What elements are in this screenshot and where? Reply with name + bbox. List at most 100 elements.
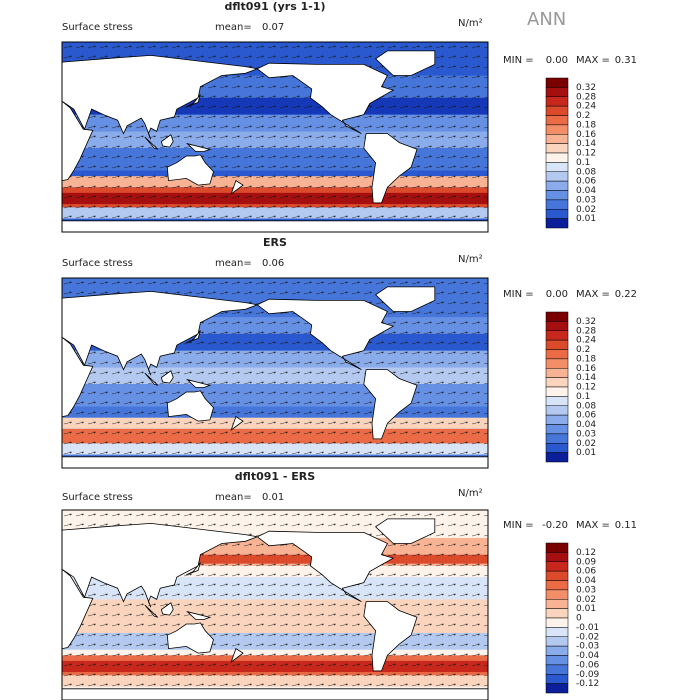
colorbar-box	[545, 433, 569, 444]
panel: dflt091 (yrs 1-1) Surface stress mean= 0.07…	[61, 0, 637, 233]
colorbar-label: -0.03	[576, 642, 599, 652]
units: N/m²	[458, 488, 483, 499]
land	[62, 54, 259, 140]
land	[144, 372, 159, 386]
land	[160, 602, 174, 616]
colorbar-box	[545, 349, 569, 360]
colorbar-box	[545, 589, 569, 600]
colorbar-box	[545, 570, 569, 581]
colorbar-label: 0.03	[576, 585, 596, 595]
colorbar-box	[545, 321, 569, 331]
min-label: MIN =	[503, 289, 534, 300]
colorbar-label: 0.08	[576, 167, 596, 177]
map-frame	[61, 277, 489, 469]
mean-value: 0.07	[262, 22, 284, 33]
colorbar-box	[545, 396, 569, 406]
max-value: 0.11	[615, 520, 637, 531]
min-value: 0.00	[546, 55, 568, 66]
colorbar-label: -0.06	[576, 660, 600, 670]
land	[374, 286, 436, 312]
max-value: 0.31	[615, 55, 637, 66]
max-label: MAX =	[576, 520, 610, 531]
colorbar-box	[545, 561, 569, 572]
colorbar-label: 0.28	[576, 92, 596, 102]
colorbar-label: 0.06	[576, 567, 596, 577]
panel-title: ERS	[263, 236, 287, 249]
colorbar-box	[545, 452, 569, 463]
colorbar-label: 0.16	[576, 364, 596, 374]
colorbar-box	[545, 424, 569, 435]
colorbar-label: 0.32	[576, 317, 596, 327]
land	[166, 622, 214, 654]
max-label: MAX =	[576, 289, 610, 300]
land	[62, 568, 94, 650]
colorbar-box	[545, 105, 569, 116]
subtitle: Surface stress	[62, 22, 133, 33]
land	[144, 136, 159, 150]
colorbar-box	[545, 87, 569, 97]
land	[62, 290, 259, 376]
land	[256, 298, 395, 370]
colorbar-label: -0.02	[576, 632, 599, 642]
colorbar-label: 0.24	[576, 336, 596, 346]
colorbar-label: 0.2	[576, 345, 590, 355]
subtitle: Surface stress	[62, 258, 133, 269]
colorbar-label: 0.01	[576, 214, 596, 224]
land	[230, 415, 244, 432]
colorbar-box	[545, 152, 569, 163]
colorbar-label: 0.1	[576, 392, 590, 402]
colorbar-box	[545, 115, 569, 126]
colorbar-box	[545, 617, 569, 628]
map	[62, 278, 488, 468]
colorbar-box	[545, 134, 569, 144]
land	[256, 62, 395, 134]
colorbar-box	[545, 599, 569, 609]
mean-label: mean=	[215, 258, 252, 269]
colorbar-box	[545, 683, 569, 694]
colorbar-box	[545, 77, 569, 88]
colorbar-box	[545, 542, 569, 553]
land	[160, 370, 174, 384]
colorbar-box	[545, 209, 569, 219]
colorbar-box	[545, 608, 569, 619]
colorbar-label: 0.01	[576, 448, 596, 458]
units: N/m²	[458, 254, 483, 265]
colorbar-label: 0.04	[576, 420, 596, 430]
colorbar-label: 0.14	[576, 139, 596, 149]
colorbar-label: 0.2	[576, 111, 590, 121]
colorbar-label: 0.1	[576, 158, 590, 168]
map-frame	[61, 41, 489, 233]
colorbar-box	[545, 377, 569, 388]
colorbar-label: -0.09	[576, 670, 600, 680]
colorbar-box	[545, 358, 569, 369]
land	[62, 456, 488, 468]
land	[230, 179, 244, 196]
colorbar-box	[545, 218, 569, 229]
land	[160, 134, 174, 148]
colorbar-label: 0.02	[576, 439, 596, 449]
colorbar-box	[545, 311, 569, 322]
colorbar-label: -0.04	[576, 651, 600, 661]
colorbar-box	[545, 96, 569, 107]
land	[186, 562, 201, 576]
colorbar-label: 0.03	[576, 429, 596, 439]
colorbar-label: 0.12	[576, 548, 596, 558]
map	[62, 510, 488, 700]
mean-label: mean=	[215, 22, 252, 33]
colorbar-label: 0.06	[576, 411, 596, 421]
land	[186, 94, 201, 108]
land	[166, 390, 214, 422]
colorbar-box	[545, 162, 569, 172]
land	[186, 330, 201, 344]
colorbar-label: 0.04	[576, 186, 596, 196]
colorbar-box	[545, 180, 569, 191]
max-value: 0.22	[615, 289, 637, 300]
land	[230, 647, 244, 664]
colorbar-label: 0.04	[576, 576, 596, 586]
map-frame	[61, 509, 489, 700]
colorbar-box	[545, 645, 569, 656]
mean-label: mean=	[215, 492, 252, 503]
colorbar-box	[545, 190, 569, 201]
colorbar-box	[545, 124, 569, 135]
colorbar-box	[545, 552, 569, 562]
